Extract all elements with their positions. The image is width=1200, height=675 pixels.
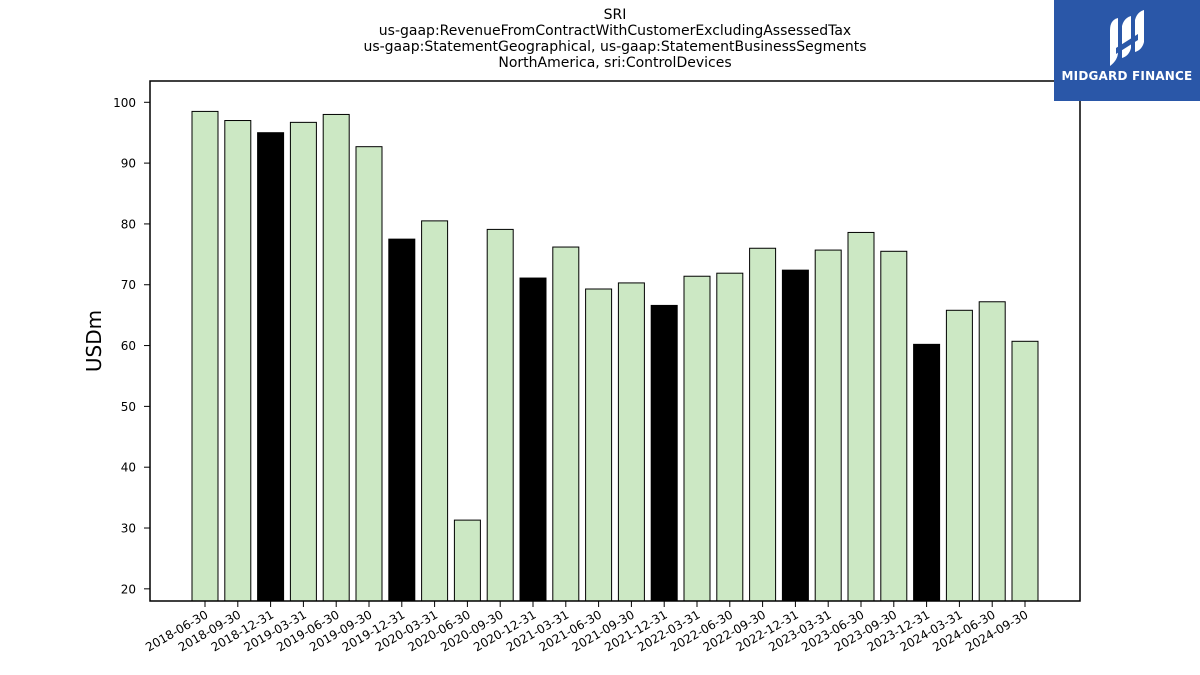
bar-2023-06-30	[847, 231, 875, 602]
bar-2021-06-30	[585, 288, 613, 602]
logo-text: MIDGARD FINANCE	[1061, 69, 1193, 83]
bar-2022-09-30	[749, 247, 777, 602]
x-axis: 2018-06-302018-09-302018-12-312019-03-31…	[143, 601, 1031, 654]
chart-title-line-2: us-gaap:RevenueFromContractWithCustomerE…	[378, 23, 852, 39]
bar-2020-06-30	[453, 519, 481, 602]
bar-2022-06-30	[716, 272, 744, 602]
y-tick-label: 70	[121, 278, 136, 292]
chart-title-line-3: us-gaap:StatementGeographical, us-gaap:S…	[363, 39, 867, 55]
y-tick-label: 20	[121, 582, 136, 596]
bar-2019-12-31	[388, 238, 416, 602]
bar-2019-03-31	[289, 121, 317, 602]
bar-2021-09-30	[617, 282, 645, 602]
bar-2023-09-30	[880, 250, 908, 602]
bar-2022-03-31	[683, 275, 711, 602]
bar-2020-09-30	[486, 228, 514, 602]
chart-title-line-4: NorthAmerica, sri:ControlDevices	[498, 55, 732, 71]
bar-2022-12-31	[781, 269, 809, 602]
y-axis: 20 30 40 50 60 70 80 90 100	[113, 96, 150, 596]
bar-2018-09-30	[224, 120, 252, 602]
bar-2021-12-31	[650, 304, 678, 602]
midgard-finance-logo: MIDGARD FINANCE	[1054, 0, 1200, 101]
bar-2020-03-31	[421, 220, 449, 602]
bar-2024-09-30	[1011, 340, 1039, 602]
y-tick-label: 30	[121, 522, 136, 536]
bar-2019-06-30	[322, 113, 350, 602]
bar-2023-12-31	[913, 343, 941, 602]
bar-2020-12-31	[519, 277, 547, 602]
bar-2019-09-30	[355, 146, 383, 602]
y-axis-label: USDm	[82, 310, 106, 372]
midgard-logo-icon	[1110, 10, 1144, 66]
y-tick-label: 50	[121, 400, 136, 414]
y-tick-label: 80	[121, 217, 136, 231]
bar-2023-03-31	[814, 249, 842, 602]
bar-2021-03-31	[552, 246, 580, 602]
bar-2024-06-30	[978, 301, 1006, 602]
y-tick-label: 60	[121, 339, 136, 353]
y-tick-label: 40	[121, 461, 136, 475]
y-tick-label: 100	[113, 96, 136, 110]
bar-2024-03-31	[945, 309, 973, 602]
y-tick-label: 90	[121, 157, 136, 171]
chart-title-line-1: SRI	[603, 7, 627, 23]
bar-2018-12-31	[257, 132, 285, 602]
bar-2018-06-30	[191, 110, 219, 602]
plot-frame	[149, 80, 1081, 602]
bars-group	[191, 110, 1039, 602]
chart-title: SRI us-gaap:RevenueFromContractWithCusto…	[150, 7, 1080, 71]
